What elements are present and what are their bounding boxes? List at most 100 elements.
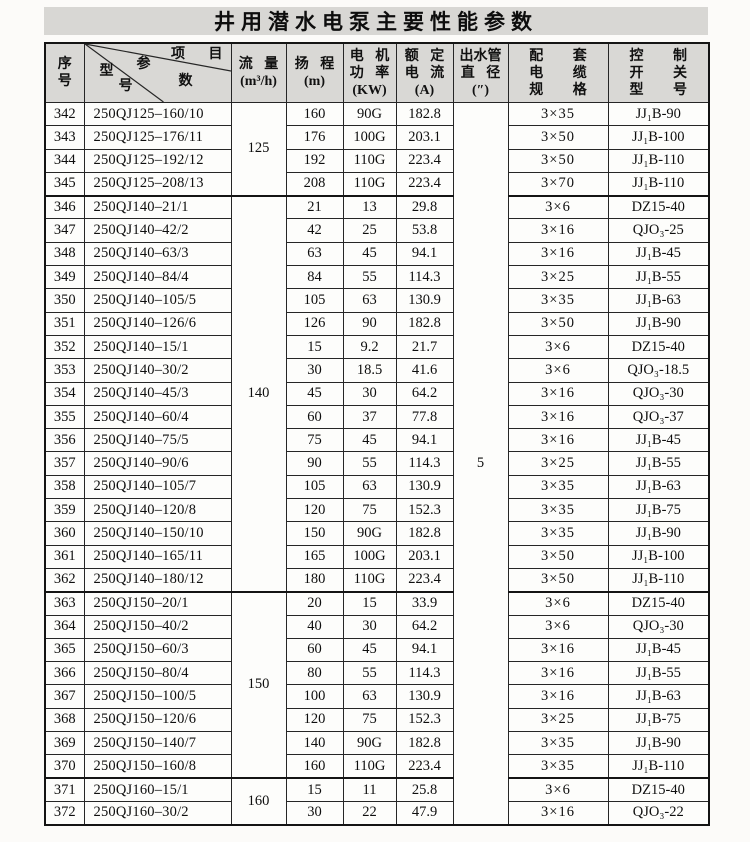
serial-cell: 367 [44,684,85,709]
table-row: 362 250QJ140–180/12 180 110G 223.4 3×50 JJ₁B-1… [44,567,710,593]
model-cell: 250QJ140–90/6 [83,451,232,476]
diagonal-label-param-1: 参 [136,57,151,72]
head-cell: 160 [285,101,344,127]
cable-cell: 3×16 [507,241,609,267]
flow-header-label: 流 量 (m³/h) [238,57,279,89]
serial-cell: 372 [44,800,85,826]
model-cell: 250QJ150–160/8 [83,754,232,779]
head-cell: 63 [285,241,344,267]
cable-cell: 3×6 [507,777,609,802]
switch-cell: JJ₁B-55 [607,451,710,476]
cable-cell: 3×35 [507,498,609,523]
flow-cell: 125 [230,101,287,197]
cable-cell: 3×16 [507,218,609,243]
power-cell: 90 [342,311,397,336]
page-title: 井用潜水电泵主要性能参数 [44,7,708,35]
head-cell: 30 [285,358,344,383]
table-row: 364 250QJ150–40/2 40 30 64.2 3×6 QJO₃-30 [44,614,710,639]
serial-cell: 358 [44,474,85,500]
head-cell: 140 [285,731,344,756]
table-row: 361 250QJ140–165/11 165 100G 203.1 3×50 JJ₁B-1… [44,544,710,569]
table-row: 344 250QJ125–192/12 192 110G 223.4 3×50 JJ₁B-1… [44,148,710,173]
table-row: 357 250QJ140–90/6 90 55 114.3 3×25 JJ₁B-55 [44,451,710,476]
current-cell: 182.8 [395,311,454,336]
model-cell: 250QJ140–75/5 [83,428,232,453]
model-cell: 250QJ150–20/1 [83,590,232,616]
current-cell: 223.4 [395,148,454,173]
power-cell: 45 [342,428,397,453]
head-cell: 75 [285,428,344,453]
switch-cell: JJ₁B-90 [607,521,710,546]
model-cell: 250QJ125–160/10 [83,101,232,127]
serial-header-label: 序 号 [57,57,72,89]
current-cell: 203.1 [395,544,454,569]
serial-cell: 349 [44,265,85,290]
current-cell: 130.9 [395,684,454,709]
head-cell: 42 [285,218,344,243]
page-title-text: 井用潜水电泵主要性能参数 [214,10,538,34]
switch-cell: QJO₃-37 [607,404,710,430]
serial-cell: 345 [44,171,85,197]
serial-cell: 361 [44,544,85,569]
current-cell: 64.2 [395,614,454,639]
model-cell: 250QJ150–80/4 [83,661,232,686]
cable-cell: 3×6 [507,590,609,616]
switch-cell: QJO₃-22 [607,800,710,826]
serial-cell: 346 [44,194,85,220]
cable-cell: 3×25 [507,707,609,733]
current-cell: 130.9 [395,474,454,500]
current-cell: 203.1 [395,125,454,150]
switch-header-label: 控 制 开 关 型 号 [629,48,688,98]
current-cell: 94.1 [395,637,454,663]
power-cell: 30 [342,381,397,406]
current-cell: 47.9 [395,800,454,826]
table-row: 350 250QJ140–105/5 105 63 130.9 3×35 JJ₁B-63 [44,288,710,313]
power-cell: 100G [342,544,397,569]
serial-cell: 357 [44,451,85,476]
power-cell: 90G [342,731,397,756]
switch-cell: QJO₃-30 [607,381,710,406]
head-cell: 84 [285,265,344,290]
serial-cell: 347 [44,218,85,243]
head-cell: 176 [285,125,344,150]
switch-cell: JJ₁B-55 [607,661,710,686]
power-cell: 63 [342,288,397,313]
switch-cell: JJ₁B-45 [607,637,710,663]
power-cell: 90G [342,101,397,127]
model-cell: 250QJ125–176/11 [83,125,232,150]
current-cell: 223.4 [395,567,454,593]
col-header-cable-spec: 配 套 电 缆 规 格 [507,42,609,103]
power-cell: 45 [342,637,397,663]
model-cell: 250QJ140–105/7 [83,474,232,500]
serial-cell: 364 [44,614,85,639]
cable-cell: 3×6 [507,194,609,220]
switch-cell: QJO₃-18.5 [607,358,710,383]
current-cell: 130.9 [395,288,454,313]
serial-cell: 354 [44,381,85,406]
table-row: 352 250QJ140–15/1 15 9.2 21.7 3×6 DZ15-40 [44,334,710,360]
table-row: 366 250QJ150–80/4 80 55 114.3 3×16 JJ₁B-55 [44,661,710,686]
model-cell: 250QJ140–165/11 [83,544,232,569]
current-cell: 152.3 [395,498,454,523]
current-cell: 33.9 [395,590,454,616]
cable-cell: 3×35 [507,474,609,500]
table-row: 345 250QJ125–208/13 208 110G 223.4 3×70 JJ₁B-1… [44,171,710,197]
col-header-serial: 序 号 [44,42,85,103]
power-cell: 37 [342,404,397,430]
head-cell: 100 [285,684,344,709]
model-cell: 250QJ150–60/3 [83,637,232,663]
power-cell: 100G [342,125,397,150]
current-cell: 94.1 [395,241,454,267]
model-cell: 250QJ140–30/2 [83,358,232,383]
header-row: 序 号 项 目 参 数 型 号 流 量 (m³/h) 扬 [44,42,710,103]
current-cell: 25.8 [395,777,454,802]
table-row: 356 250QJ140–75/5 75 45 94.1 3×16 JJ₁B-45 [44,428,710,453]
switch-cell: JJ₁B-100 [607,544,710,569]
table-row: 353 250QJ140–30/2 30 18.5 41.6 3×6 QJO₃-18.5 [44,358,710,383]
serial-cell: 342 [44,101,85,127]
current-cell: 114.3 [395,661,454,686]
table-row: 354 250QJ140–45/3 45 30 64.2 3×16 QJO₃-30 [44,381,710,406]
table-row: 370 250QJ150–160/8 160 110G 223.4 3×35 JJ₁B-11… [44,754,710,779]
head-cell: 180 [285,567,344,593]
flow-cell: 140 [230,194,287,593]
